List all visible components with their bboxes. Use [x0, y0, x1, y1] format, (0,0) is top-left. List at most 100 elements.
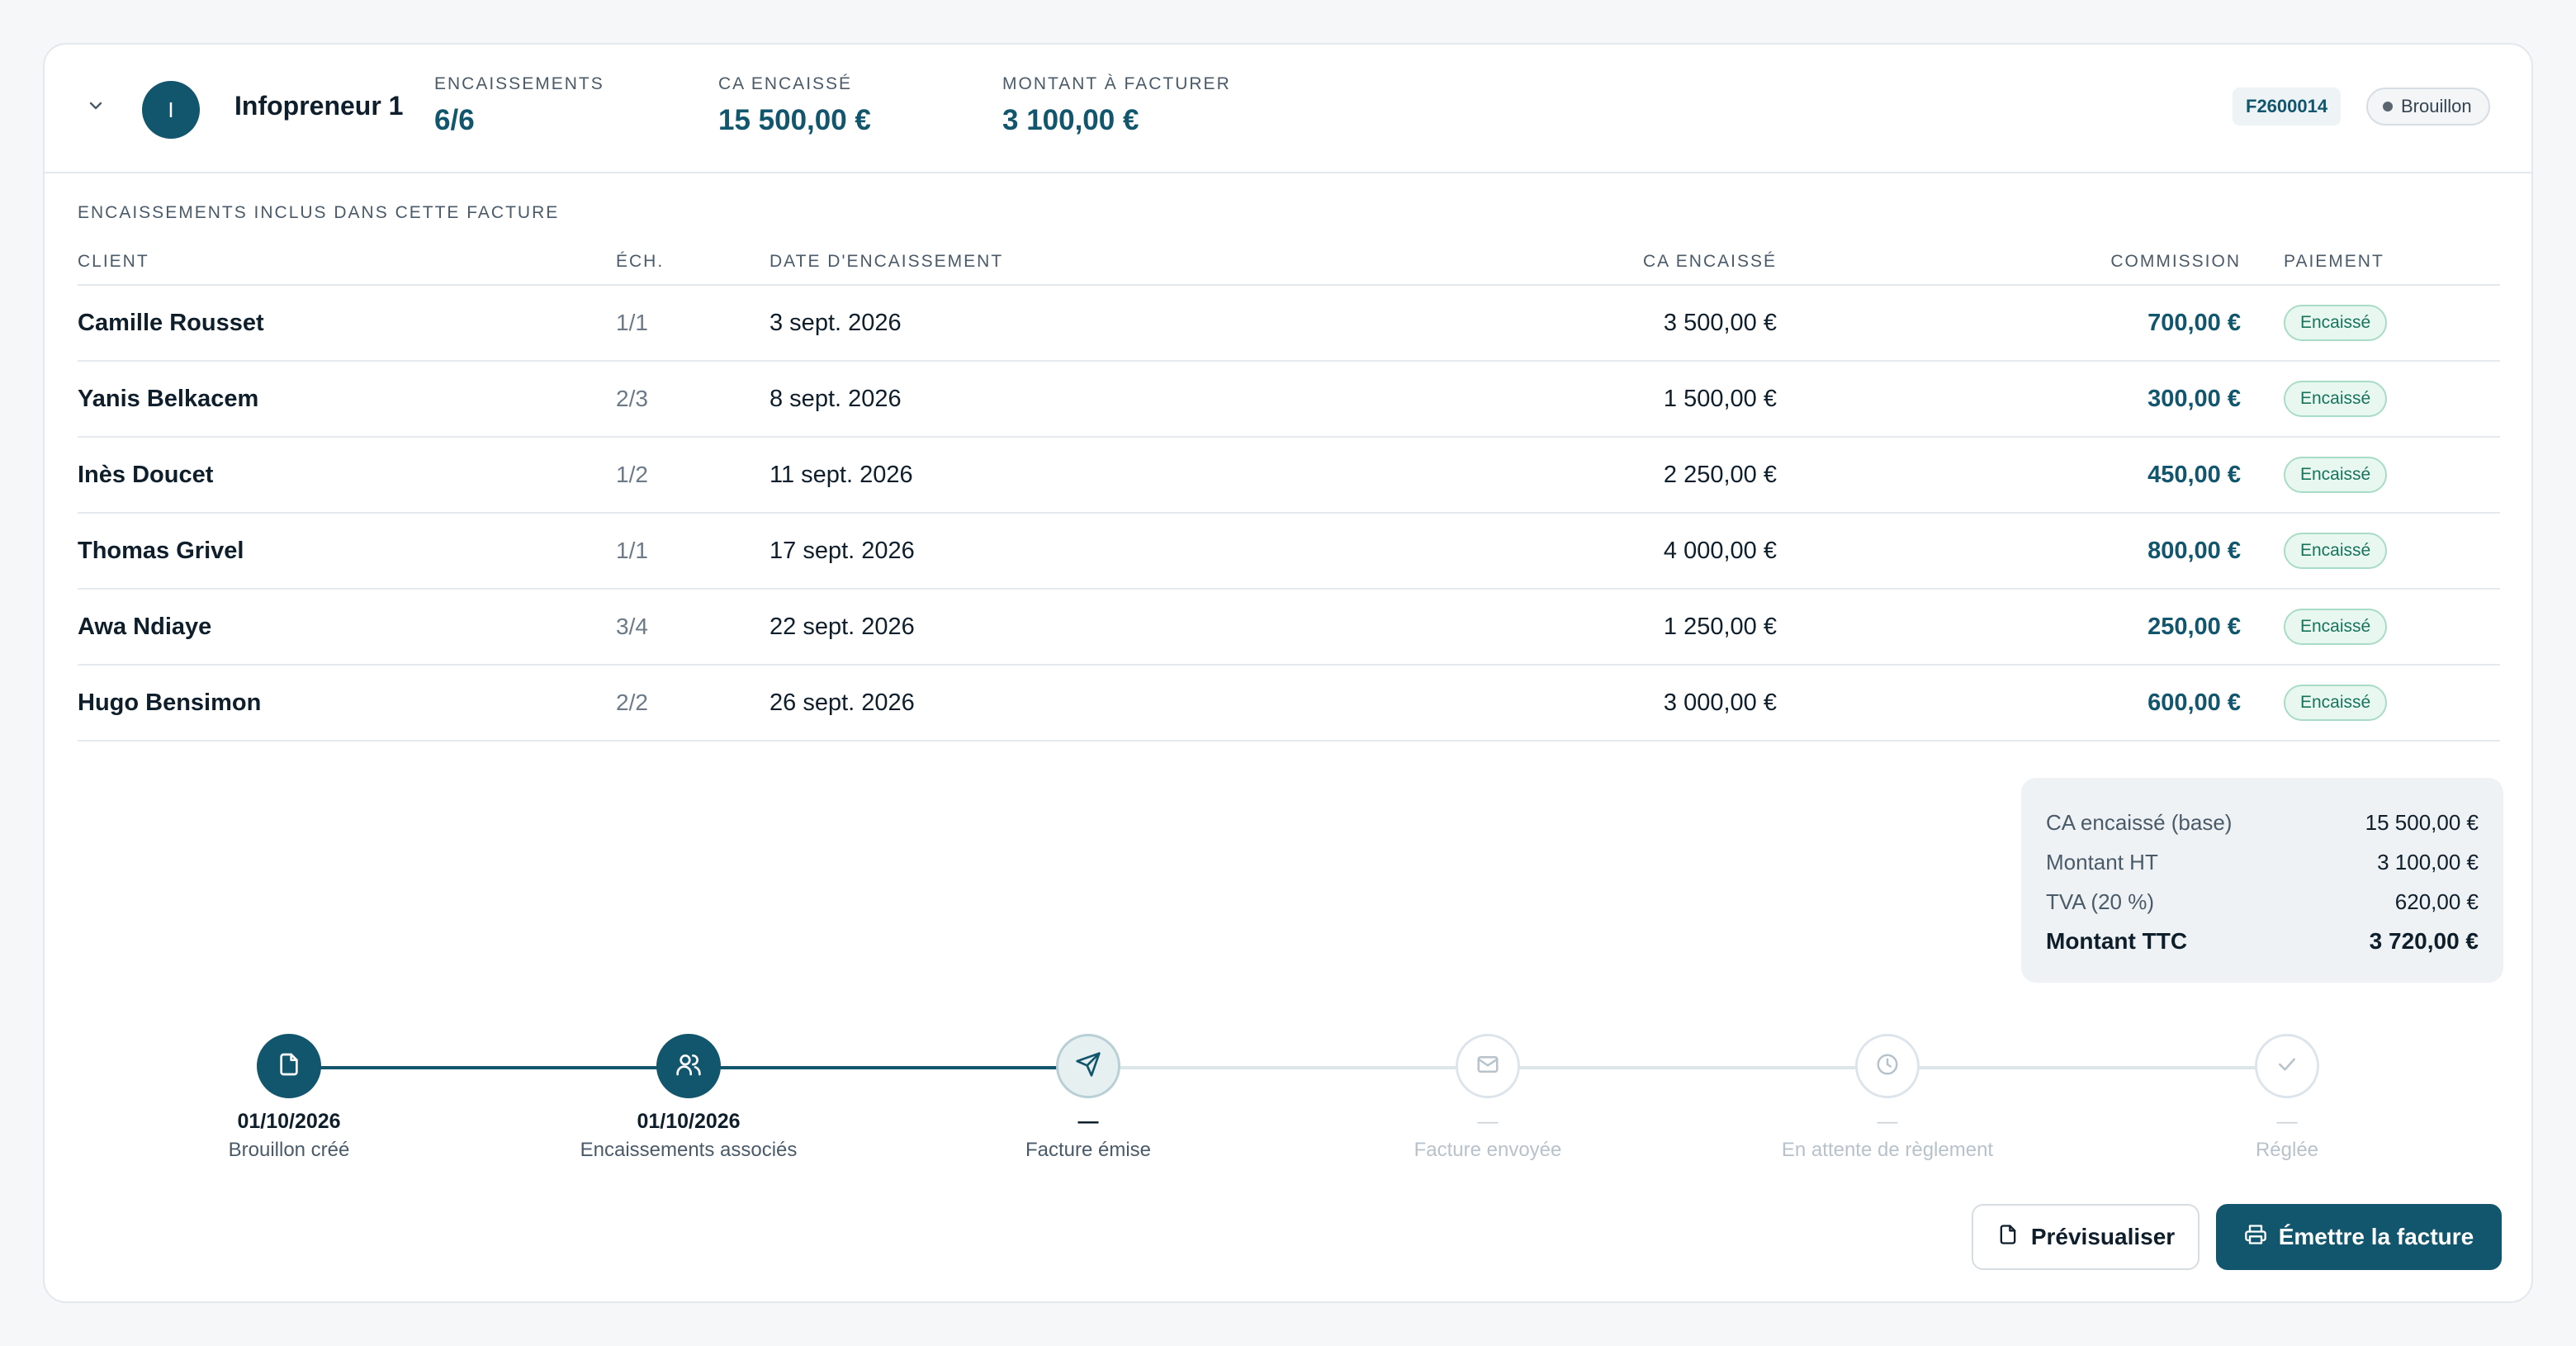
- table-row[interactable]: Camille Rousset 1/1 3 sept. 2026 3 500,0…: [78, 286, 2500, 362]
- timeline-node: [1855, 1034, 1920, 1098]
- infopreneur-name: Infopreneur 1: [234, 91, 404, 121]
- step-label: Encaissements associés: [580, 1139, 798, 1161]
- row-client: Camille Rousset: [78, 309, 264, 336]
- total-line-ca-base: CA encaissé (base) 15 500,00 €: [2046, 803, 2479, 842]
- payment-status-badge: Encaissé: [2284, 533, 2388, 569]
- issue-invoice-button[interactable]: Émettre la facture: [2216, 1204, 2502, 1270]
- timeline-step-envoyee: — Facture envoyée: [1323, 1034, 1653, 1162]
- row-payment: Encaissé: [2284, 362, 2388, 436]
- encaissements-table: Client Éch. Date d'encaissement CA encai…: [78, 239, 2500, 742]
- step-label: Réglée: [2255, 1139, 2319, 1161]
- total-label: CA encaissé (base): [2046, 809, 2233, 835]
- total-line-tva: TVA (20 %) 620,00 €: [2046, 882, 2479, 922]
- row-ech: 1/2: [616, 462, 648, 487]
- payment-status-badge: Encaissé: [2284, 381, 2388, 417]
- timeline-node: [1056, 1034, 1120, 1098]
- table-row[interactable]: Awa Ndiaye 3/4 22 sept. 2026 1 250,00 € …: [78, 590, 2500, 666]
- step-date: —: [1077, 1110, 1099, 1133]
- collapse-toggle[interactable]: [79, 91, 112, 124]
- step-date: —: [1877, 1110, 1898, 1133]
- stat-montant-a-facturer: Montant à facturer 3 100,00 €: [1002, 74, 1231, 137]
- stat-value: 6/6: [434, 104, 475, 136]
- stat-value: 15 500,00 €: [718, 104, 871, 136]
- table-header: Client Éch. Date d'encaissement CA encai…: [78, 239, 2500, 286]
- step-label: Facture envoyée: [1413, 1139, 1562, 1161]
- row-ech: 1/1: [616, 310, 648, 335]
- row-date: 22 sept. 2026: [769, 613, 915, 640]
- total-label: Montant HT: [2046, 849, 2158, 874]
- row-payment: Encaissé: [2284, 438, 2388, 512]
- row-payment: Encaissé: [2284, 514, 2388, 588]
- row-commission: 800,00 €: [2147, 537, 2241, 564]
- total-value: 620,00 €: [2394, 889, 2479, 914]
- column-header-client: Client: [78, 252, 149, 271]
- document-icon: [276, 1051, 302, 1082]
- total-label: TVA (20 %): [2046, 889, 2155, 914]
- row-client: Thomas Grivel: [78, 537, 244, 564]
- table-row[interactable]: Yanis Belkacem 2/3 8 sept. 2026 1 500,00…: [78, 362, 2500, 438]
- timeline-node: [1456, 1034, 1520, 1098]
- row-ca: 2 250,00 €: [1663, 461, 1777, 488]
- totals-panel: CA encaissé (base) 15 500,00 € Montant H…: [2021, 778, 2503, 983]
- column-header-payment: Paiement: [2284, 252, 2384, 271]
- column-header-commission: Commission: [2110, 252, 2241, 271]
- row-client: Yanis Belkacem: [78, 385, 259, 412]
- chevron-down-icon: [86, 96, 106, 120]
- timeline-pending-line: [1088, 1066, 2287, 1069]
- clock-icon: [1875, 1052, 1900, 1081]
- row-commission: 300,00 €: [2147, 385, 2241, 412]
- row-ca: 1 500,00 €: [1663, 385, 1777, 412]
- users-icon: [675, 1051, 702, 1082]
- stat-value: 3 100,00 €: [1002, 104, 1139, 136]
- timeline-step-reglee: — Réglée: [2122, 1034, 2452, 1162]
- timeline-step-draft: 01/10/2026 Brouillon créé: [124, 1034, 454, 1162]
- payment-status-badge: Encaissé: [2284, 305, 2388, 341]
- total-line-ttc: Montant TTC 3 720,00 €: [2046, 922, 2479, 961]
- invoice-number: F2600014: [2233, 88, 2342, 126]
- payment-status-badge: Encaissé: [2284, 457, 2388, 493]
- stat-ca-encaisse: CA encaissé 15 500,00 €: [718, 74, 871, 137]
- timeline-node: [656, 1034, 721, 1098]
- stat-label: Montant à facturer: [1002, 74, 1231, 93]
- preview-button[interactable]: Prévisualiser: [1972, 1204, 2200, 1270]
- table-row[interactable]: Inès Doucet 1/2 11 sept. 2026 2 250,00 €…: [78, 438, 2500, 514]
- row-ca: 4 000,00 €: [1663, 537, 1777, 564]
- row-date: 8 sept. 2026: [769, 385, 902, 412]
- stat-label: CA encaissé: [718, 74, 853, 93]
- stat-label: Encaissements: [434, 74, 604, 93]
- row-ech: 3/4: [616, 614, 648, 639]
- total-value: 3 720,00 €: [2369, 928, 2479, 954]
- timeline-step-encaissements: 01/10/2026 Encaissements associés: [523, 1034, 854, 1162]
- row-payment: Encaissé: [2284, 590, 2388, 664]
- step-date: —: [2276, 1110, 2298, 1133]
- step-date: 01/10/2026: [637, 1110, 741, 1133]
- row-client: Awa Ndiaye: [78, 613, 212, 640]
- status-label: Brouillon: [2401, 96, 2472, 116]
- status-badge: Brouillon: [2366, 88, 2490, 126]
- row-ech: 2/2: [616, 690, 648, 715]
- table-row[interactable]: Hugo Bensimon 2/2 26 sept. 2026 3 000,00…: [78, 666, 2500, 742]
- table-row[interactable]: Thomas Grivel 1/1 17 sept. 2026 4 000,00…: [78, 514, 2500, 590]
- row-ech: 2/3: [616, 386, 648, 411]
- row-ca: 1 250,00 €: [1663, 613, 1777, 640]
- preview-button-label: Prévisualiser: [2030, 1224, 2176, 1249]
- row-client: Hugo Bensimon: [78, 689, 262, 716]
- total-value: 3 100,00 €: [2377, 849, 2479, 874]
- mail-icon: [1475, 1052, 1500, 1081]
- timeline-node: [2255, 1034, 2319, 1098]
- issue-invoice-button-label: Émettre la facture: [2278, 1224, 2474, 1249]
- status-dot-icon: [2383, 102, 2393, 111]
- step-label: En attente de règlement: [1781, 1139, 1994, 1161]
- payment-status-badge: Encaissé: [2284, 685, 2388, 721]
- timeline-step-attente: — En attente de règlement: [1722, 1034, 2053, 1162]
- total-line-ht: Montant HT 3 100,00 €: [2046, 842, 2479, 882]
- section-title: Encaissements inclus dans cette facture: [78, 203, 560, 222]
- document-icon: [1996, 1223, 2020, 1252]
- step-label: Facture émise: [1025, 1139, 1152, 1161]
- column-header-ca: CA encaissé: [1642, 252, 1777, 271]
- send-icon: [1075, 1051, 1101, 1082]
- avatar: I: [142, 81, 200, 139]
- printer-icon: [2244, 1223, 2267, 1252]
- invoice-header: I Infopreneur 1 Encaissements 6/6 CA enc…: [45, 45, 2531, 173]
- row-commission: 700,00 €: [2147, 309, 2241, 336]
